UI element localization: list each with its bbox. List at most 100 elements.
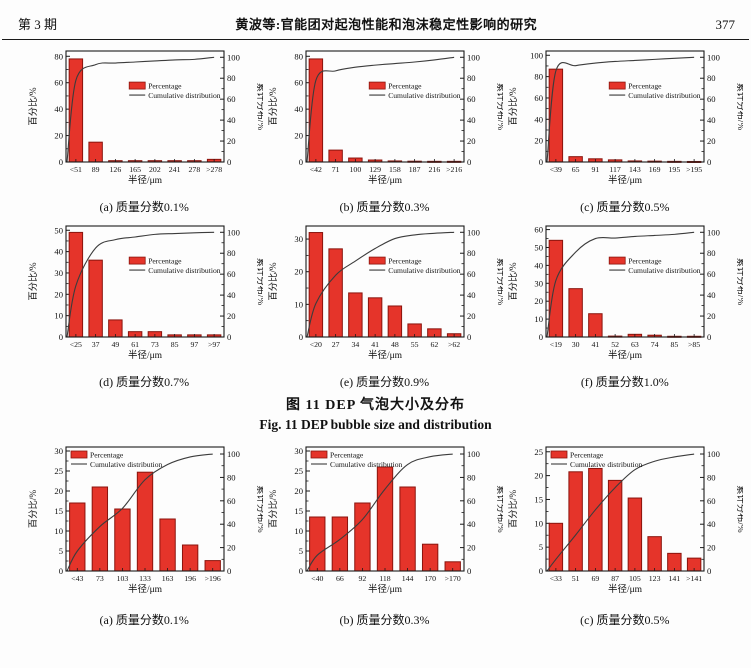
svg-text:103: 103 — [116, 574, 128, 583]
svg-text:0: 0 — [227, 332, 231, 342]
svg-text:0: 0 — [467, 566, 471, 576]
svg-text:<20: <20 — [310, 340, 322, 349]
svg-text:累计分布/%: 累计分布/% — [735, 83, 743, 131]
svg-text:25: 25 — [294, 466, 303, 476]
chart-caption: (a) 质量分数0.1% — [99, 613, 189, 627]
svg-text:Percentage: Percentage — [629, 82, 663, 91]
svg-text:Percentage: Percentage — [388, 257, 422, 266]
svg-text:66: 66 — [336, 574, 344, 583]
svg-text:100: 100 — [707, 449, 720, 459]
svg-text:40: 40 — [227, 519, 236, 529]
svg-text:半径/μm: 半径/μm — [128, 174, 163, 186]
svg-text:34: 34 — [351, 340, 359, 349]
svg-text:百分比/%: 百分比/% — [267, 262, 279, 300]
svg-text:278: 278 — [188, 165, 200, 174]
svg-text:80: 80 — [707, 73, 716, 83]
chart-fig12-b: 0 5 10 15 20 25 30 0 20 40 60 80 100 <40 66 92 118 144 170… — [264, 437, 504, 628]
svg-text:60: 60 — [707, 269, 716, 279]
svg-text:69: 69 — [592, 574, 600, 583]
svg-text:85: 85 — [671, 340, 679, 349]
svg-text:61: 61 — [131, 340, 139, 349]
svg-text:30: 30 — [54, 268, 63, 278]
svg-text:>62: >62 — [448, 340, 460, 349]
svg-text:60: 60 — [707, 94, 716, 104]
svg-text:5: 5 — [539, 542, 543, 552]
svg-text:0: 0 — [707, 566, 711, 576]
svg-text:0: 0 — [299, 332, 303, 342]
svg-text:<43: <43 — [71, 574, 83, 583]
svg-text:Cumulative distribution: Cumulative distribution — [148, 266, 221, 275]
svg-text:73: 73 — [151, 340, 159, 349]
svg-text:20: 20 — [535, 296, 544, 306]
svg-text:20: 20 — [54, 289, 63, 299]
svg-text:>216: >216 — [446, 165, 462, 174]
svg-text:半径/μm: 半径/μm — [608, 583, 643, 595]
svg-text:Cumulative distribution: Cumulative distribution — [388, 91, 461, 100]
svg-text:63: 63 — [631, 340, 639, 349]
svg-text:5: 5 — [58, 546, 62, 556]
svg-text:71: 71 — [332, 165, 340, 174]
svg-text:>141: >141 — [686, 574, 702, 583]
svg-text:0: 0 — [299, 157, 303, 167]
svg-text:30: 30 — [294, 234, 303, 244]
svg-text:Percentage: Percentage — [388, 82, 422, 91]
svg-text:半径/μm: 半径/μm — [368, 583, 403, 595]
svg-text:百分比/%: 百分比/% — [507, 87, 519, 125]
svg-text:<40: <40 — [311, 574, 323, 583]
svg-text:20: 20 — [54, 486, 63, 496]
svg-text:>85: >85 — [688, 340, 700, 349]
svg-text:20: 20 — [54, 131, 63, 141]
chart-caption: (b) 质量分数0.3% — [339, 613, 430, 627]
svg-text:143: 143 — [629, 165, 641, 174]
svg-text:40: 40 — [707, 519, 716, 529]
svg-text:52: 52 — [612, 340, 620, 349]
bar-chart-fig12-c: 0 5 10 15 20 25 0 20 40 60 80 100 <33 51 69 87 105 123 141… — [507, 446, 743, 595]
svg-text:>170: >170 — [445, 574, 461, 583]
svg-text:百分比/%: 百分比/% — [267, 490, 279, 528]
svg-text:半径/μm: 半径/μm — [368, 174, 403, 186]
running-title: 黄波等:官能团对起泡性能和泡沫稳定性影响的研究 — [235, 17, 538, 32]
svg-text:62: 62 — [430, 340, 438, 349]
svg-text:100: 100 — [707, 227, 720, 237]
svg-text:0: 0 — [227, 157, 231, 167]
chart-caption: (c) 质量分数0.5% — [580, 200, 670, 214]
chart-fig12-a: 0 5 10 15 20 25 30 0 20 40 60 80 100 <43 73 103 133 163 19… — [24, 437, 264, 628]
svg-text:0: 0 — [539, 157, 543, 167]
svg-text:41: 41 — [592, 340, 600, 349]
svg-text:100: 100 — [467, 227, 480, 237]
svg-text:20: 20 — [535, 471, 544, 481]
svg-text:144: 144 — [402, 574, 414, 583]
svg-text:20: 20 — [467, 136, 476, 146]
svg-text:60: 60 — [227, 94, 236, 104]
svg-text:49: 49 — [111, 340, 119, 349]
svg-text:202: 202 — [149, 165, 161, 174]
svg-text:60: 60 — [535, 225, 544, 235]
svg-text:>278: >278 — [206, 165, 222, 174]
svg-text:73: 73 — [96, 574, 104, 583]
svg-text:5: 5 — [299, 546, 303, 556]
svg-text:0: 0 — [58, 332, 62, 342]
svg-text:100: 100 — [227, 227, 240, 237]
svg-text:40: 40 — [707, 115, 716, 125]
svg-text:48: 48 — [391, 340, 399, 349]
svg-text:126: 126 — [109, 165, 121, 174]
svg-text:累计分布/%: 累计分布/% — [255, 83, 263, 131]
svg-text:216: 216 — [429, 165, 441, 174]
svg-text:100: 100 — [227, 52, 240, 62]
svg-text:Percentage: Percentage — [90, 451, 124, 460]
svg-text:97: 97 — [190, 340, 198, 349]
svg-text:105: 105 — [629, 574, 641, 583]
svg-text:0: 0 — [227, 566, 231, 576]
svg-text:40: 40 — [294, 104, 303, 114]
svg-text:40: 40 — [54, 104, 63, 114]
chart-fig12-c: 0 5 10 15 20 25 0 20 40 60 80 100 <33 51 69 87 105 123 141… — [505, 437, 745, 628]
fig12-row: 0 5 10 15 20 25 30 0 20 40 60 80 100 <43 73 103 133 163 19… — [0, 435, 751, 628]
svg-text:80: 80 — [227, 73, 236, 83]
svg-text:30: 30 — [572, 340, 580, 349]
svg-text:<19: <19 — [550, 340, 562, 349]
svg-text:15: 15 — [54, 506, 63, 516]
svg-text:<42: <42 — [310, 165, 322, 174]
svg-text:80: 80 — [535, 72, 544, 82]
chart-fig11-b: 0 20 40 60 80 0 20 40 60 80 100 <42 71 100 129 158 187 21… — [264, 42, 504, 215]
svg-text:60: 60 — [227, 269, 236, 279]
